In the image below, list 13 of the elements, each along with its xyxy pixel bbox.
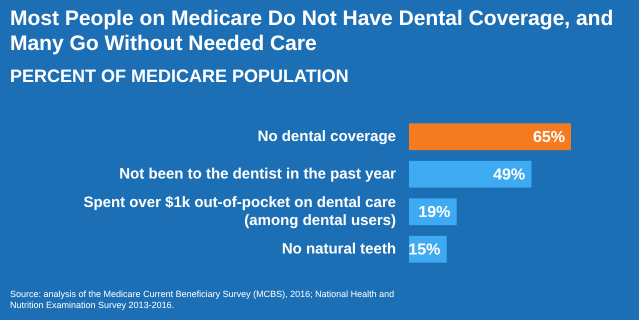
bar xyxy=(409,123,571,150)
data-label: 19% xyxy=(418,204,450,222)
bar xyxy=(409,160,532,188)
data-label: 15% xyxy=(408,242,440,259)
y-tick-label: No dental coverage xyxy=(258,128,396,145)
chart-title: Most People on Medicare Do Not Have Dental Coverage, and Many Go Without Needed Care xyxy=(10,6,614,56)
text: PERCENT OF MEDICARE POPULATION xyxy=(10,66,349,87)
data-label: 49% xyxy=(493,166,526,184)
source-note: Source: analysis of the Medicare Current Beneficiary Survey (MCBS), 2016; National Health and Nutrition Examination Survey 2013-2016. xyxy=(10,289,396,311)
data-label: 65% xyxy=(532,129,565,146)
y-tick-label: No natural teeth xyxy=(282,240,396,258)
y-tick-label: Not been to the dentist in the past year xyxy=(119,165,396,182)
y-tick-label: Spent over $1k out-of-pocket on dental care (among dental users) xyxy=(83,194,396,229)
